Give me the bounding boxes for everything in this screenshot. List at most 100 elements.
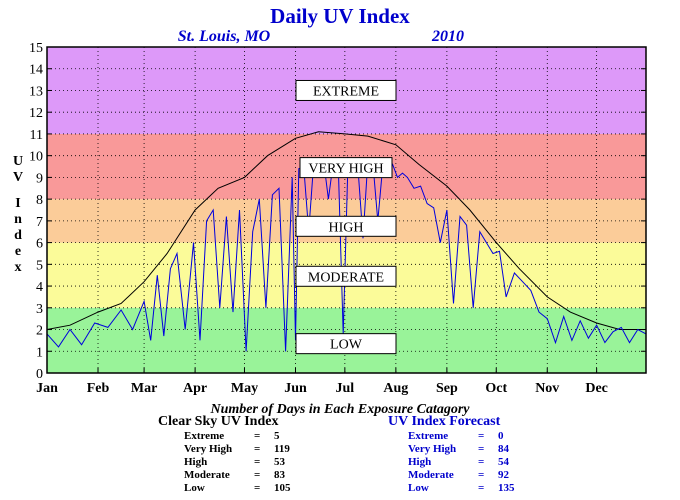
y-tick-label: 4 (36, 280, 43, 295)
x-tick-label: May (231, 381, 258, 396)
band-label-very-high: VERY HIGH (299, 157, 393, 179)
clear-sky-equals: = (254, 469, 261, 481)
series-line-clear-sky (46, 131, 646, 330)
clear-sky-value: 105 (274, 482, 291, 494)
band-label-box (295, 79, 397, 101)
clear-sky-label: Low (184, 482, 205, 494)
y-tick-label: 2 (36, 324, 43, 339)
band-labels: EXTREME VERY HIGH HIGH MODERATE LOW (295, 79, 397, 355)
y-tick-label: 7 (36, 215, 43, 230)
y-tick-label: 11 (30, 128, 43, 143)
y-tick-label: 6 (36, 237, 43, 252)
forecast-label: Moderate (408, 469, 454, 481)
clear-sky-equals: = (254, 443, 261, 455)
forecast-equals: = (478, 443, 485, 455)
y-tick-label: 14 (29, 63, 43, 78)
x-tick-label: Feb (87, 381, 110, 396)
x-axis-caption: Number of Days in Each Exposure Catagory (209, 402, 470, 417)
forecast-equals: = (478, 430, 485, 442)
forecast-row: Very High = 84 (408, 443, 548, 456)
band-label-text: VERY HIGH (308, 162, 383, 177)
forecast-value: 54 (498, 456, 509, 468)
y-axis-label-letter: I (15, 196, 20, 211)
forecast-row: Low = 135 (408, 482, 548, 495)
forecast-label: Very High (408, 443, 457, 455)
forecast-value: 135 (498, 482, 515, 494)
clear-sky-counts: Clear Sky UV Index Extreme = 5 Very High = 11… (158, 414, 318, 495)
clear-sky-equals: = (254, 430, 261, 442)
forecast-heading: UV Index Forecast (388, 414, 501, 429)
band-label-text: MODERATE (308, 270, 384, 285)
clear-sky-label: Extreme (184, 430, 225, 442)
x-tick-label: Sep (436, 381, 458, 396)
clear-sky-equals: = (254, 456, 261, 468)
clear-sky-value: 119 (274, 443, 290, 455)
forecast-counts: UV Index Forecast Extreme = 0 Very High = 84 H… (388, 414, 548, 495)
forecast-label: Low (408, 482, 429, 494)
forecast-value: 0 (498, 430, 504, 442)
clear-sky-row: Moderate = 83 (184, 469, 318, 482)
clear-sky-row: Low = 105 (184, 482, 318, 495)
clear-sky-value: 5 (274, 430, 280, 442)
x-tick-label: Nov (535, 381, 559, 396)
band-label-extreme: EXTREME (295, 79, 397, 101)
clear-sky-heading: Clear Sky UV Index (158, 414, 279, 429)
forecast-equals: = (478, 456, 485, 468)
x-tick-label: Aug (383, 381, 408, 396)
x-tick-label: Jan (36, 381, 58, 396)
y-tick-label: 12 (29, 106, 43, 121)
y-tick-label: 3 (36, 302, 43, 317)
chart-title: Daily UV Index (270, 4, 410, 28)
y-tick-label: 0 (36, 367, 43, 382)
clear-sky-value: 83 (274, 469, 285, 481)
band-label-box (299, 157, 393, 179)
band-label-low: LOW (295, 333, 397, 355)
band-label-box (295, 265, 397, 287)
clear-sky-row: Very High = 119 (184, 443, 318, 456)
y-axis-label-letter: x (15, 260, 22, 275)
band-label-text: LOW (330, 338, 363, 353)
band-label-text: HIGH (329, 220, 364, 235)
plot-frame (46, 46, 647, 374)
forecast-label: High (408, 456, 432, 468)
clear-sky-value: 53 (274, 456, 285, 468)
x-tick-labels: Jan Feb Mar Apr May Jun Jul Aug Sep Oct Nov Dec (36, 368, 608, 396)
forecast-equals: = (478, 469, 485, 481)
x-tick-label: Jul (336, 381, 355, 396)
x-tick-label: Dec (585, 381, 608, 396)
band-label-text: EXTREME (313, 84, 379, 99)
y-tick-label: 5 (36, 258, 43, 273)
y-tick-label: 8 (36, 193, 43, 208)
forecast-row: Moderate = 92 (408, 469, 548, 482)
y-axis-label-letter: e (15, 244, 21, 259)
band-label-moderate: MODERATE (295, 265, 397, 287)
y-axis-label-letter: V (13, 170, 23, 185)
forecast-equals: = (478, 482, 485, 494)
x-tick-label: Oct (485, 381, 507, 396)
y-tick-label: 1 (36, 345, 43, 360)
clear-sky-label: Moderate (184, 469, 230, 481)
clear-sky-label: Very High (184, 443, 233, 455)
x-tick-label: Apr (183, 381, 207, 396)
band-label-box (295, 215, 397, 237)
y-axis-label-letter: U (13, 154, 23, 169)
y-tick-label: 15 (29, 41, 43, 56)
clear-sky-row: Extreme = 5 (184, 430, 318, 443)
forecast-row: Extreme = 0 (408, 430, 548, 443)
clear-sky-label: High (184, 456, 208, 468)
y-axis-label-letter: n (14, 212, 22, 227)
clear-sky-equals: = (254, 482, 261, 494)
forecast-row: High = 54 (408, 456, 548, 469)
x-tick-label: Mar (131, 381, 157, 396)
forecast-label: Extreme (408, 430, 449, 442)
y-tick-label: 10 (29, 150, 43, 165)
forecast-value: 92 (498, 469, 509, 481)
clear-sky-row: High = 53 (184, 456, 318, 469)
chart-subtitle-location: St. Louis, MO (178, 28, 271, 45)
chart-subtitle-year: 2010 (431, 28, 464, 45)
band-label-box (295, 333, 397, 355)
band-label-high: HIGH (295, 215, 397, 237)
